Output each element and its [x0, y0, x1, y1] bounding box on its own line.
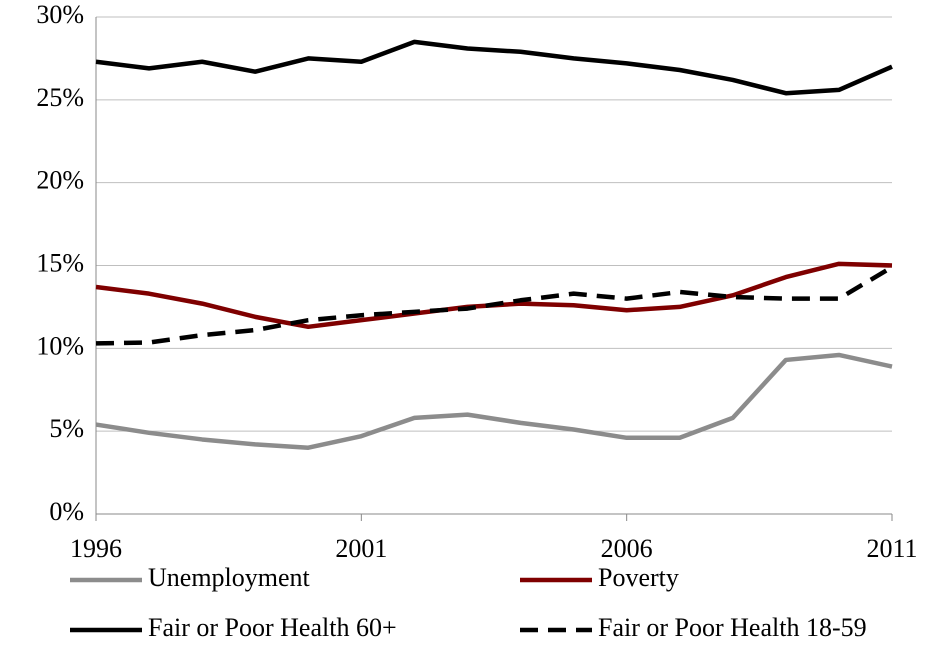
x-tick-label: 2001 [335, 534, 387, 563]
legend-label: Fair or Poor Health 18-59 [598, 613, 867, 642]
legend-label: Unemployment [148, 563, 311, 592]
x-tick-label: 1996 [70, 534, 122, 563]
legend-label: Fair or Poor Health 60+ [148, 613, 397, 642]
y-tick-label: 25% [36, 83, 84, 112]
y-tick-label: 5% [49, 414, 84, 443]
series-line [95, 39, 893, 96]
y-tick-label: 15% [36, 248, 84, 277]
x-tick-label: 2011 [866, 534, 917, 563]
y-tick-label: 0% [49, 497, 84, 526]
y-tick-label: 10% [36, 331, 84, 360]
x-tick-label: 2006 [601, 534, 653, 563]
y-tick-label: 20% [36, 166, 84, 195]
y-tick-label: 30% [36, 0, 84, 29]
series-line [95, 261, 893, 330]
series-line [95, 265, 894, 346]
series-line [95, 352, 893, 450]
legend-label: Poverty [598, 563, 679, 592]
